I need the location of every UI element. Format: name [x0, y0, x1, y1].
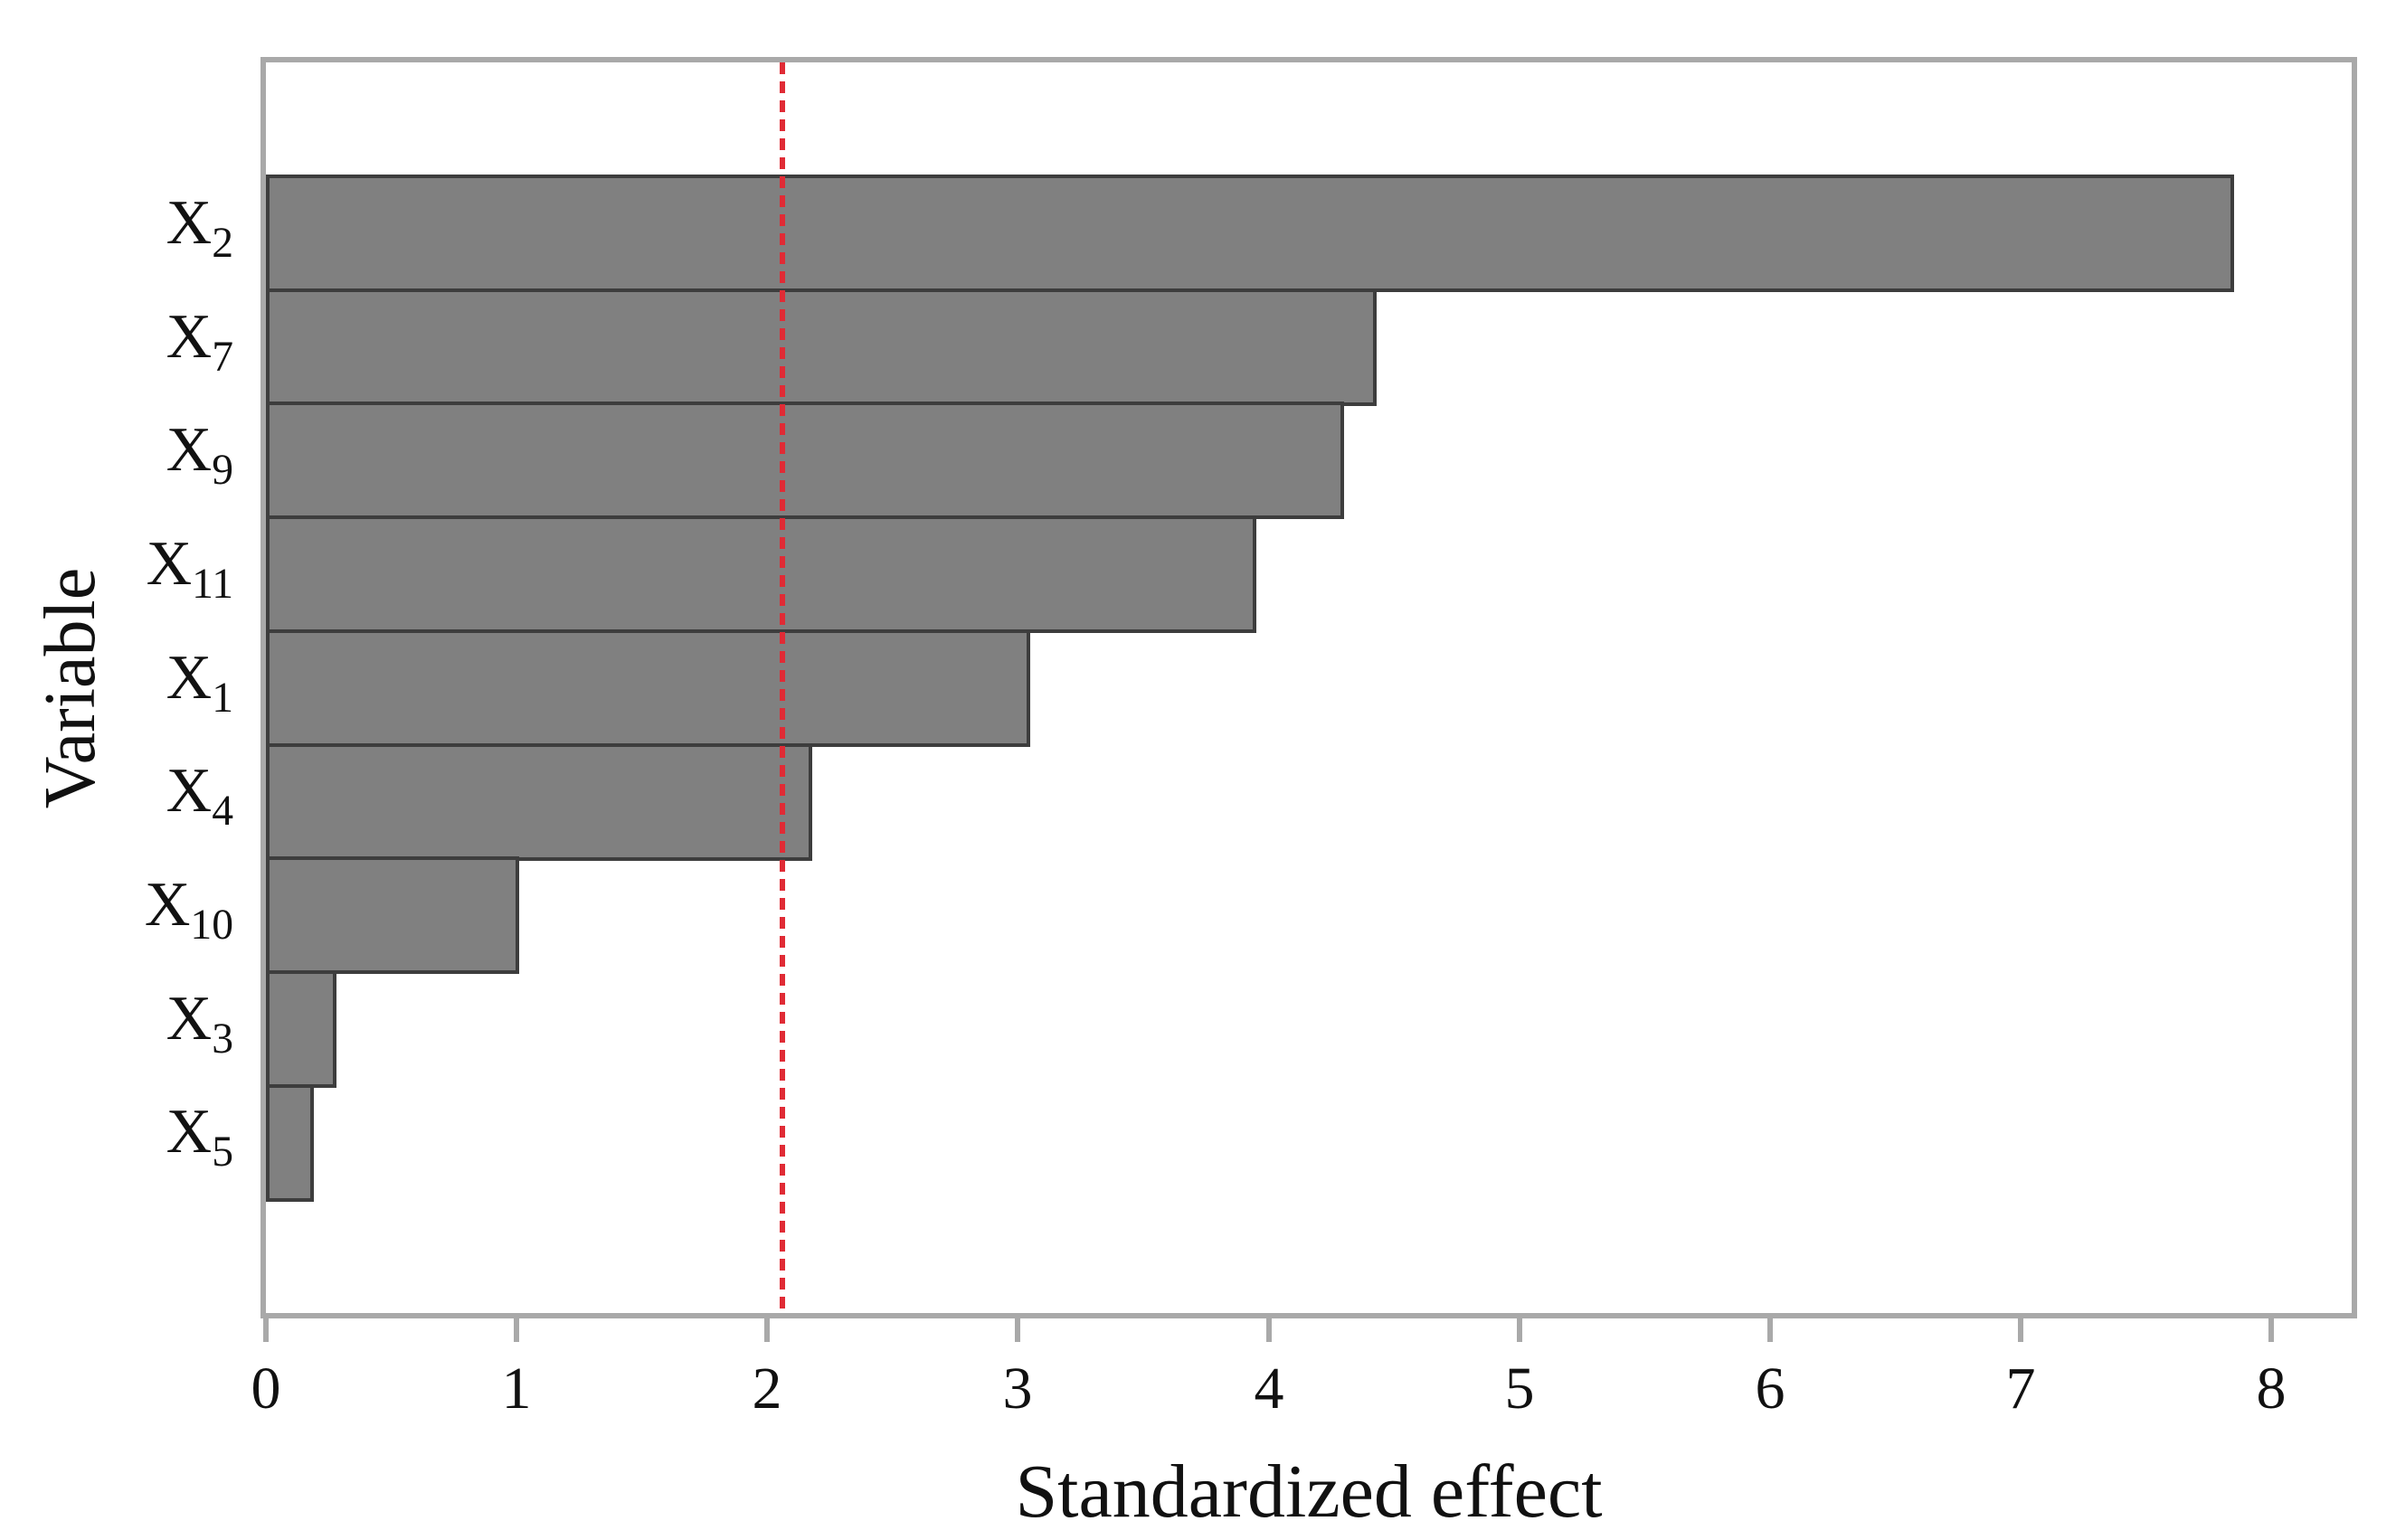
x-tick-7: [2018, 1317, 2023, 1342]
reference-line: [780, 62, 785, 1313]
y-tick-label-X4: X4: [166, 756, 233, 835]
x-tick-label-5: 5: [1504, 1356, 1535, 1422]
y-tick-label-X3: X3: [166, 984, 233, 1063]
y-tick-label-X9: X9: [166, 415, 233, 494]
x-tick-label-6: 6: [1755, 1356, 1785, 1422]
bar-X4: [266, 742, 812, 861]
bar-X7: [266, 288, 1377, 406]
bar-X9: [266, 402, 1344, 520]
x-tick-label-7: 7: [2005, 1356, 2036, 1422]
y-tick-label-X1: X1: [166, 643, 233, 722]
plot-area: [260, 57, 2357, 1318]
y-tick-label-X2: X2: [166, 188, 233, 267]
x-tick-1: [514, 1317, 519, 1342]
x-tick-5: [1517, 1317, 1522, 1342]
x-axis-title: Standardized effect: [1015, 1450, 1603, 1534]
y-tick-label-X10: X10: [144, 870, 233, 949]
bar-X3: [266, 969, 336, 1088]
bar-X10: [266, 856, 519, 975]
x-tick-label-2: 2: [752, 1356, 782, 1422]
x-tick-0: [263, 1317, 269, 1342]
x-tick-label-1: 1: [501, 1356, 532, 1422]
x-tick-2: [764, 1317, 770, 1342]
y-tick-label-X5: X5: [166, 1097, 233, 1176]
x-tick-label-4: 4: [1254, 1356, 1284, 1422]
bar-X5: [266, 1083, 314, 1202]
x-tick-3: [1015, 1317, 1020, 1342]
x-tick-label-3: 3: [1002, 1356, 1033, 1422]
bar-X1: [266, 628, 1030, 747]
x-tick-label-0: 0: [251, 1356, 281, 1422]
y-tick-label-X7: X7: [166, 302, 233, 381]
x-tick-6: [1767, 1317, 1773, 1342]
x-tick-8: [2268, 1317, 2274, 1342]
y-tick-label-X11: X11: [146, 529, 233, 608]
bar-X11: [266, 515, 1256, 634]
bar-X2: [266, 175, 2234, 292]
x-tick-4: [1266, 1317, 1272, 1342]
x-tick-label-8: 8: [2256, 1356, 2287, 1422]
